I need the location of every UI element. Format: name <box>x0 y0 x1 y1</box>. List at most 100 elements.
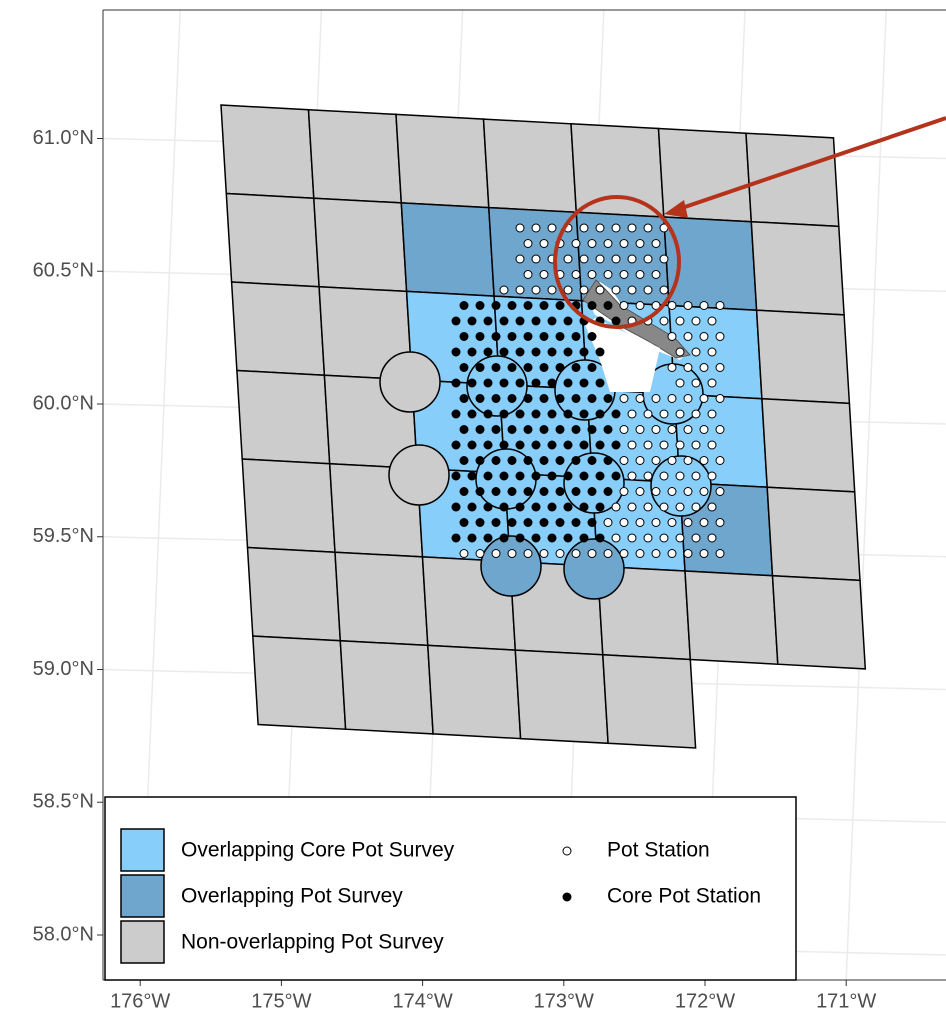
pot-station <box>651 518 661 527</box>
pot-station <box>683 394 693 403</box>
core-pot-station <box>531 316 541 326</box>
pot-station <box>603 270 613 279</box>
grid-cell <box>246 546 342 642</box>
core-pot-station <box>491 456 501 465</box>
pot-station <box>659 471 669 481</box>
pot-station <box>691 316 701 326</box>
pot-station <box>659 409 669 419</box>
pot-station <box>627 223 637 233</box>
survey-circle <box>563 452 625 514</box>
pot-station <box>619 270 629 279</box>
core-pot-station <box>587 487 597 496</box>
grid-cell <box>514 649 609 745</box>
core-pot-station <box>451 347 461 357</box>
core-pot-station <box>563 316 573 326</box>
core-pot-station <box>483 347 493 357</box>
pot-station <box>707 409 717 419</box>
pot-station <box>619 239 629 248</box>
y-tick-label: 59.0°N <box>33 658 94 680</box>
legend-label: Core Pot Station <box>607 885 761 908</box>
pot-station <box>515 223 525 233</box>
legend-symbol <box>562 846 572 856</box>
pot-station <box>611 502 621 512</box>
pot-station <box>659 316 669 326</box>
core-pot-station <box>467 316 477 326</box>
highlight-circle <box>553 195 681 329</box>
core-pot-station <box>587 425 597 434</box>
core-pot-station <box>491 518 501 527</box>
core-pot-station <box>531 409 541 419</box>
pot-station <box>643 223 653 233</box>
pot-station <box>707 533 717 543</box>
core-pot-station <box>587 301 597 310</box>
core-pot-station <box>547 378 557 388</box>
pot-station <box>667 363 677 372</box>
core-pot-station <box>507 487 517 496</box>
pot-station <box>651 394 661 403</box>
core-pot-station <box>475 425 485 434</box>
core-pot-station <box>547 471 557 481</box>
core-pot-station <box>531 378 541 388</box>
pot-station <box>571 239 581 248</box>
core-pot-station <box>459 456 469 465</box>
core-pot-station <box>579 378 589 388</box>
core-pot-station <box>499 533 509 543</box>
pot-station <box>683 518 693 527</box>
pot-station <box>675 533 685 543</box>
pot-station <box>579 223 589 233</box>
core-pot-station <box>539 456 549 465</box>
core-pot-station <box>547 440 557 450</box>
pot-station <box>675 471 685 481</box>
arrow-head <box>664 200 688 218</box>
pot-station <box>699 456 709 465</box>
pot-station <box>643 533 653 543</box>
core-pot-station <box>523 394 533 403</box>
core-pot-station <box>523 301 533 310</box>
pot-station <box>539 270 549 279</box>
pot-station <box>715 518 725 527</box>
pot-station <box>531 223 541 233</box>
pot-station <box>523 270 533 279</box>
core-pot-station <box>515 533 525 543</box>
pot-station <box>715 363 725 372</box>
pot-station <box>595 254 605 264</box>
pot-station <box>667 394 677 403</box>
pot-station <box>667 332 677 341</box>
core-pot-station <box>451 533 461 543</box>
core-pot-station <box>563 409 573 419</box>
core-pot-station <box>467 471 477 481</box>
core-pot-station <box>507 363 517 372</box>
core-pot-station <box>579 533 589 543</box>
y-tick-label: 58.5°N <box>33 791 94 813</box>
core-pot-station <box>539 425 549 434</box>
pot-station <box>595 223 605 233</box>
core-pot-station <box>611 316 621 326</box>
core-pot-station <box>515 502 525 512</box>
core-pot-station <box>499 378 509 388</box>
core-pot-station <box>603 301 613 310</box>
pot-station <box>659 254 669 264</box>
pot-station <box>515 254 525 264</box>
core-pot-station <box>483 440 493 450</box>
survey-circle <box>563 538 625 600</box>
core-pot-station <box>475 332 485 341</box>
core-pot-station <box>467 440 477 450</box>
core-pot-station <box>523 332 533 341</box>
core-pot-station <box>499 471 509 481</box>
core-pot-station <box>459 363 469 372</box>
pot-station <box>683 301 693 310</box>
pot-station <box>675 347 685 357</box>
core-pot-station <box>563 378 573 388</box>
grid-cell <box>755 309 851 405</box>
core-pot-station <box>539 518 549 527</box>
grid-cell <box>252 635 347 730</box>
core-pot-station <box>595 440 605 450</box>
core-pot-station <box>571 456 581 465</box>
pot-station <box>619 487 629 496</box>
core-pot-station <box>579 347 589 357</box>
core-pot-station <box>547 502 557 512</box>
pot-station <box>707 502 717 512</box>
core-pot-station <box>523 487 533 496</box>
core-pot-station <box>563 347 573 357</box>
